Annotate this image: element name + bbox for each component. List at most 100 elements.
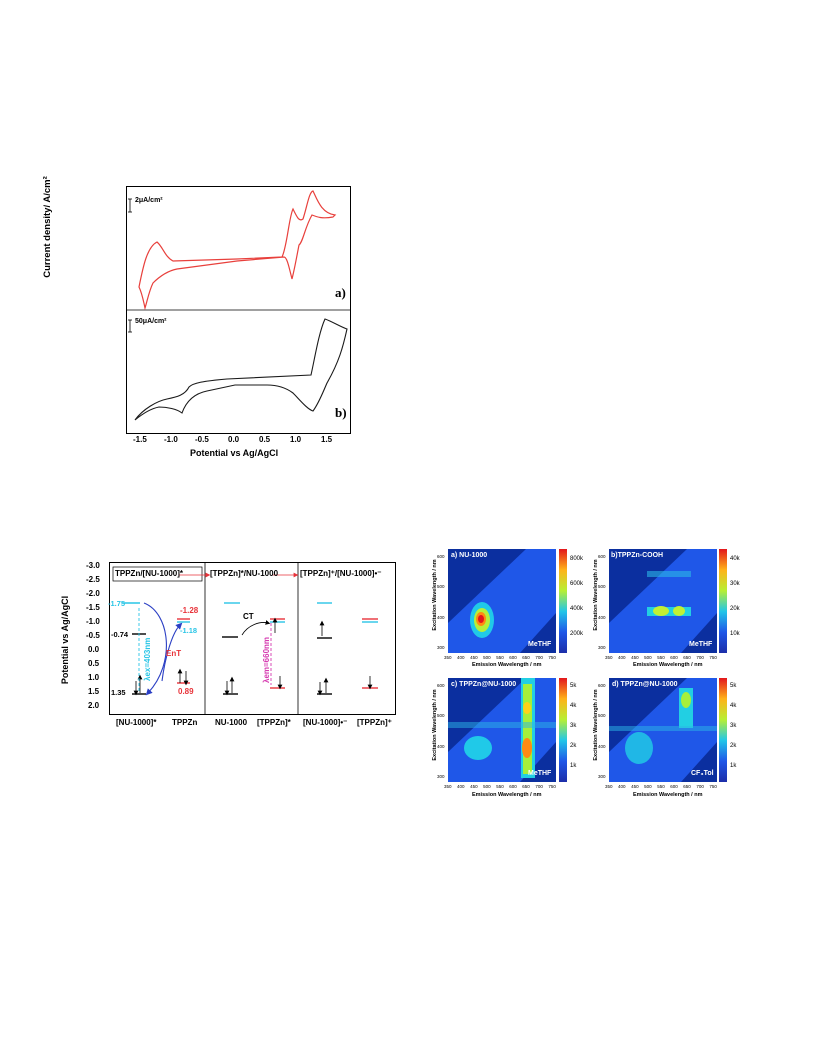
xtick: 450 bbox=[470, 784, 478, 789]
ytick: 500 bbox=[437, 584, 445, 589]
xtick: 500 bbox=[483, 655, 491, 660]
cv-scale-a-label: 2μA/cm² bbox=[135, 197, 163, 204]
cv-xtick: 0.0 bbox=[228, 435, 239, 444]
cv-y-axis-label: Current density/ A/cm² bbox=[42, 152, 53, 302]
heatmap-b-xlabel: Emission Wavelength / nm bbox=[633, 662, 702, 668]
ytick: 600 bbox=[437, 554, 445, 559]
energy-drawing bbox=[110, 563, 395, 714]
colorbar-c bbox=[559, 678, 567, 782]
cv-curve-a bbox=[139, 191, 335, 308]
heatmap-d: d) TPPZn@NU-1000 CF₃Tol bbox=[609, 678, 717, 782]
bottom-label-2b: [TPPZn]* bbox=[257, 718, 291, 727]
colorbar-b bbox=[719, 549, 727, 653]
ytick: 400 bbox=[437, 615, 445, 620]
ytick: 300 bbox=[437, 774, 445, 779]
xtick: 350 bbox=[605, 655, 613, 660]
xtick: 450 bbox=[631, 655, 639, 660]
xtick: 650 bbox=[683, 655, 691, 660]
colorbar-c-labels: 5k 4k 3k 2k 1k bbox=[570, 676, 576, 776]
colorbar-b-labels: 40k 30k 20k 10k bbox=[730, 547, 740, 647]
energy-ytick: -1.5 bbox=[86, 603, 100, 612]
xtick: 750 bbox=[548, 784, 556, 789]
heatmap-c-xlabel: Emission Wavelength / nm bbox=[472, 792, 541, 798]
energy-plot-frame: TPPZn/[NU-1000]* [TPPZn]*/NU-1000 [TPPZn… bbox=[109, 562, 396, 715]
energy-ytick: -2.5 bbox=[86, 575, 100, 584]
ytick: 600 bbox=[598, 683, 606, 688]
heatmap-a-xlabel: Emission Wavelength / nm bbox=[472, 662, 541, 668]
cv-xtick: -0.5 bbox=[195, 435, 209, 444]
colorbar-tick: 5k bbox=[570, 676, 576, 696]
energy-ytick: 1.0 bbox=[88, 673, 99, 682]
heatmap-a-solvent: MeTHF bbox=[528, 641, 551, 648]
xtick: 350 bbox=[444, 784, 452, 789]
xtick: 650 bbox=[683, 784, 691, 789]
colorbar-tick: 2k bbox=[570, 736, 576, 756]
lambda-em-label: λem=660nm bbox=[262, 637, 271, 683]
ent-label: EnT bbox=[166, 649, 181, 658]
energy-ytick: 0.5 bbox=[88, 659, 99, 668]
xtick: 750 bbox=[709, 784, 717, 789]
colorbar-tick: 5k bbox=[730, 676, 736, 696]
ytick: 600 bbox=[598, 554, 606, 559]
ct-label: CT bbox=[243, 612, 254, 621]
colorbar-tick: 10k bbox=[730, 622, 740, 647]
energy-header-3: [TPPZn]⁺/[NU-1000]•⁻ bbox=[300, 569, 381, 578]
energy-header-1: TPPZn/[NU-1000]* bbox=[115, 569, 183, 578]
heatmap-c-title: c) TPPZn@NU-1000 bbox=[451, 681, 516, 688]
heatmap-a: a) NU-1000 MeTHF bbox=[448, 549, 556, 653]
colorbar-tick: 4k bbox=[570, 696, 576, 716]
xtick: 550 bbox=[496, 784, 504, 789]
xtick: 700 bbox=[535, 784, 543, 789]
heatmap-d-xticks: 350 400 450 500 550 600 650 700 750 bbox=[605, 784, 717, 789]
colorbar-a-labels: 800k 600k 400k 200k bbox=[570, 547, 583, 647]
xtick: 500 bbox=[644, 655, 652, 660]
xtick: 450 bbox=[631, 784, 639, 789]
xtick: 550 bbox=[496, 655, 504, 660]
xtick: 400 bbox=[457, 655, 465, 660]
xtick: 600 bbox=[670, 655, 678, 660]
bottom-label-1a: [NU-1000]* bbox=[116, 718, 156, 727]
xtick: 500 bbox=[483, 784, 491, 789]
colorbar-d-labels: 5k 4k 3k 2k 1k bbox=[730, 676, 736, 776]
ytick: 600 bbox=[437, 683, 445, 688]
xtick: 350 bbox=[444, 655, 452, 660]
value-m118: -1.18 bbox=[180, 626, 197, 635]
energy-header-2: [TPPZn]*/NU-1000 bbox=[210, 569, 278, 578]
cv-x-axis-label: Potential vs Ag/AgCl bbox=[190, 448, 278, 458]
heatmap-a-title: a) NU-1000 bbox=[451, 552, 487, 559]
colorbar-tick: 4k bbox=[730, 696, 736, 716]
cv-xtick: -1.0 bbox=[164, 435, 178, 444]
bottom-label-1b: TPPZn bbox=[172, 718, 197, 727]
heatmap-a-yticks: 600 500 400 300 bbox=[437, 554, 445, 650]
cv-xtick: 1.0 bbox=[290, 435, 301, 444]
heatmap-b-yticks: 600 500 400 300 bbox=[598, 554, 606, 650]
xtick: 700 bbox=[696, 655, 704, 660]
xtick: 700 bbox=[535, 655, 543, 660]
value-m128: -1.28 bbox=[180, 606, 198, 615]
xtick: 500 bbox=[644, 784, 652, 789]
cv-panel-a-label: a) bbox=[335, 285, 346, 301]
energy-ytick: -3.0 bbox=[86, 561, 100, 570]
xtick: 550 bbox=[657, 784, 665, 789]
cv-xtick: -1.5 bbox=[133, 435, 147, 444]
cv-plot-frame: 2μA/cm² 50μA/cm² a) b) bbox=[126, 186, 351, 434]
value-m074: -0.74 bbox=[111, 630, 128, 639]
colorbar-tick: 20k bbox=[730, 597, 740, 622]
xtick: 650 bbox=[522, 784, 530, 789]
heatmap-d-title: d) TPPZn@NU-1000 bbox=[612, 681, 678, 688]
colorbar-tick: 1k bbox=[730, 756, 736, 776]
heatmap-d-yticks: 600 500 400 300 bbox=[598, 683, 606, 779]
cv-curve-b bbox=[135, 319, 347, 420]
xtick: 450 bbox=[470, 655, 478, 660]
heatmap-b: b)TPPZn-COOH MeTHF bbox=[609, 549, 717, 653]
ytick: 300 bbox=[598, 774, 606, 779]
xtick: 400 bbox=[457, 784, 465, 789]
xtick: 750 bbox=[548, 655, 556, 660]
xtick: 550 bbox=[657, 655, 665, 660]
ytick: 400 bbox=[598, 744, 606, 749]
heatmap-c-xticks: 350 400 450 500 550 600 650 700 750 bbox=[444, 784, 556, 789]
bottom-label-3a: [NU-1000]•⁻ bbox=[303, 718, 347, 727]
energy-ytick: 2.0 bbox=[88, 701, 99, 710]
xtick: 600 bbox=[509, 655, 517, 660]
ytick: 400 bbox=[437, 744, 445, 749]
